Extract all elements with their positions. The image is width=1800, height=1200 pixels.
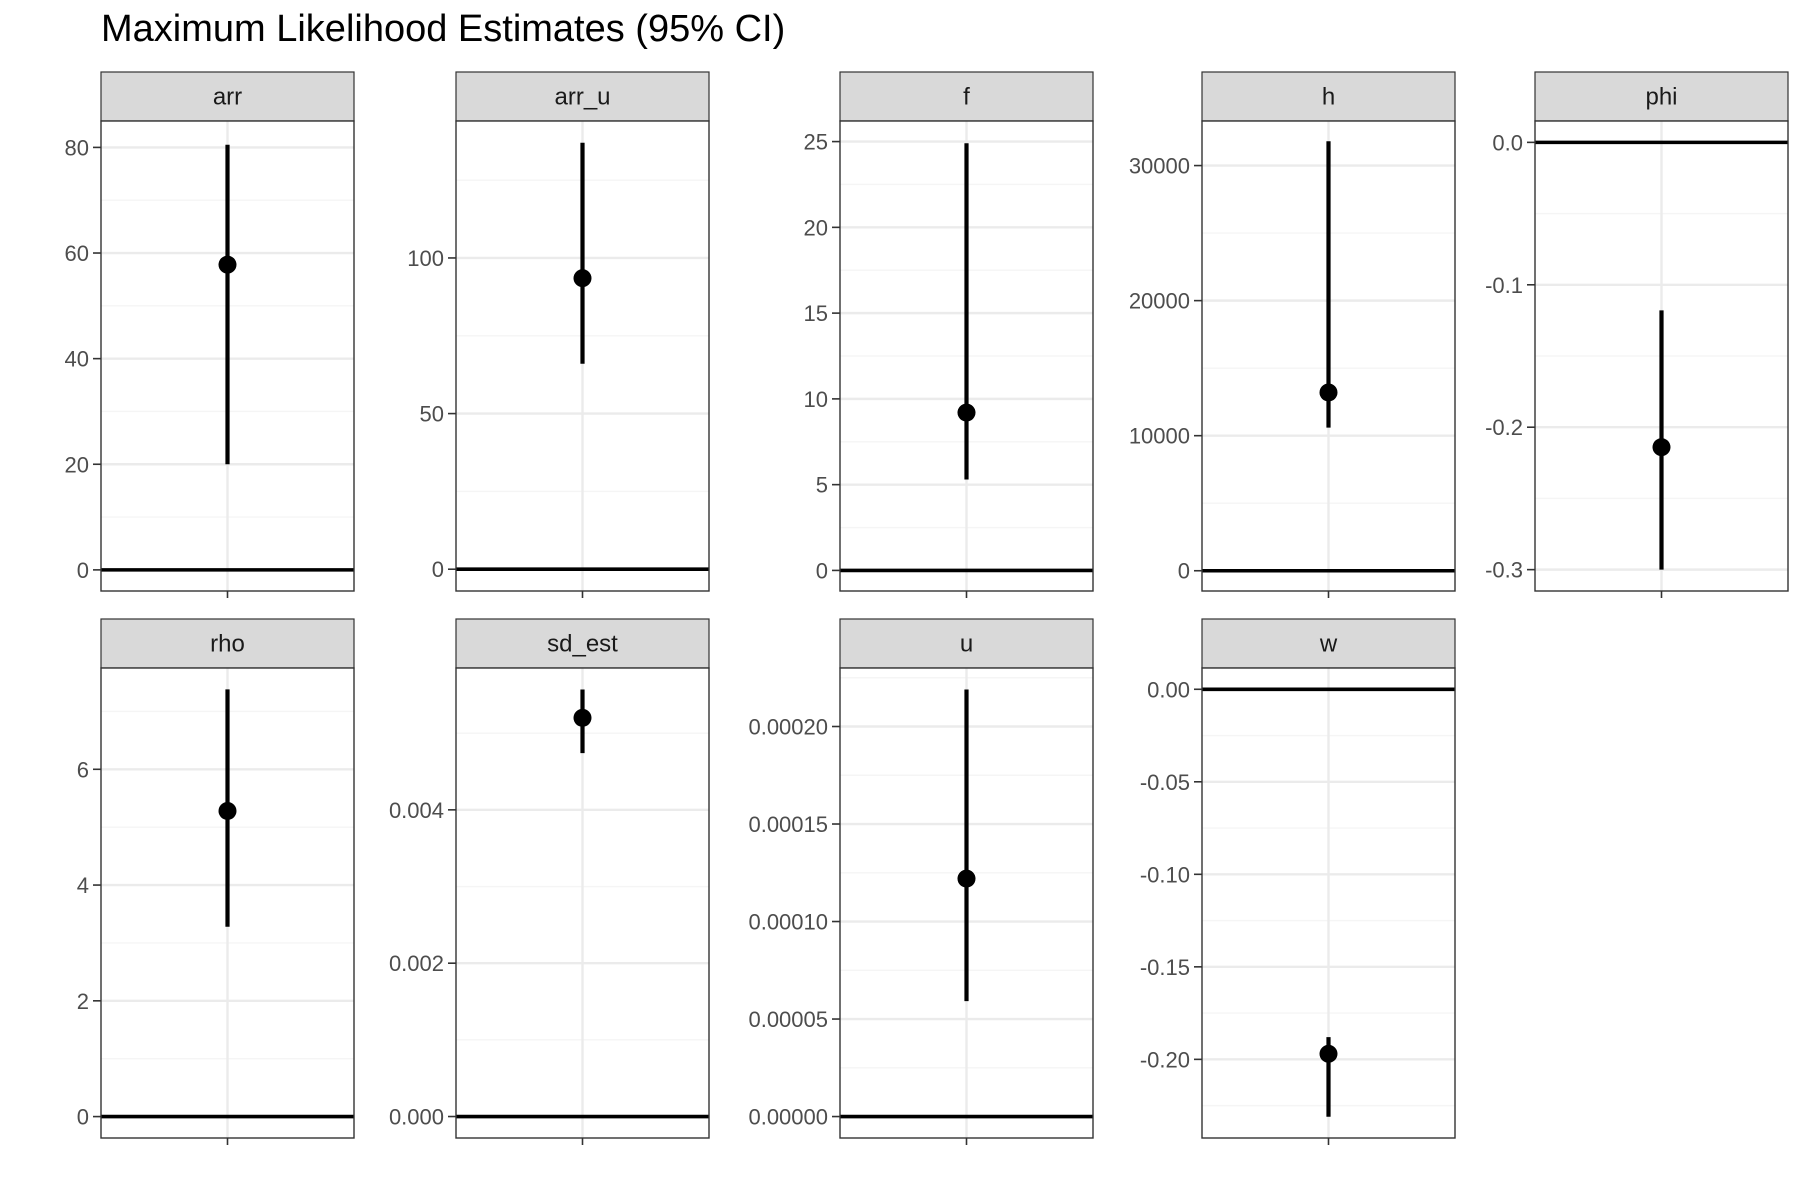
panel-w-y-tick-label: 0.00 xyxy=(1147,677,1190,702)
panel-w-strip-label: w xyxy=(1319,631,1338,658)
panel-w-y-tick-label: -0.20 xyxy=(1140,1047,1190,1072)
panel-f-estimate-point xyxy=(957,403,976,422)
panel-w-y-tick-label: -0.15 xyxy=(1140,955,1190,980)
panel-f-y-tick-label: 25 xyxy=(804,130,828,155)
panel-rho-y-tick-label: 0 xyxy=(77,1105,89,1130)
panel-f-y-tick-label: 15 xyxy=(804,301,828,326)
panel-sd-est-y-tick-label: 0.002 xyxy=(389,951,444,976)
panel-u-strip-label: u xyxy=(960,631,973,658)
panel-arr-estimate-point xyxy=(218,255,237,274)
panel-arr-strip xyxy=(100,71,355,122)
panel-h-y-tick-label: 20000 xyxy=(1129,289,1190,314)
panel-sd-est-y-tick-label: 0.004 xyxy=(389,798,444,823)
panel-phi-y-tick-label: -0.1 xyxy=(1485,273,1523,298)
panel-rho-estimate-point xyxy=(218,801,237,820)
panel-phi-estimate-point xyxy=(1652,438,1671,457)
panel-phi-y-tick-label: -0.3 xyxy=(1485,558,1523,583)
panel-f-strip xyxy=(839,71,1094,122)
panel-phi-strip xyxy=(1534,71,1789,122)
chart-title: Maximum Likelihood Estimates (95% CI) xyxy=(101,8,786,50)
panel-u-strip xyxy=(839,618,1094,669)
panel-arr-y-tick-label: 0 xyxy=(77,558,89,583)
panel-arr-strip-label: arr xyxy=(213,84,242,111)
panel-f-strip-label: f xyxy=(963,84,970,111)
panel-rho-strip-label: rho xyxy=(210,631,245,658)
panel-u-y-tick-label: 0.00000 xyxy=(748,1105,828,1130)
panel-phi-y-tick-label: -0.2 xyxy=(1485,415,1523,440)
panel-sd-est-y-tick-label: 0.000 xyxy=(389,1105,444,1130)
panel-w-y-tick-label: -0.05 xyxy=(1140,770,1190,795)
panel-h-y-tick-label: 10000 xyxy=(1129,424,1190,449)
panel-rho-y-tick-label: 2 xyxy=(77,989,89,1014)
panel-h-y-tick-label: 0 xyxy=(1178,559,1190,584)
panel-arr-u-y-tick-label: 100 xyxy=(407,246,444,271)
panel-sd-est-estimate-point xyxy=(573,708,592,727)
panel-f-y-tick-label: 0 xyxy=(816,558,828,583)
panel-phi-strip-label: phi xyxy=(1645,84,1677,111)
panel-rho-y-tick-label: 4 xyxy=(77,873,89,898)
panel-f-y-tick-label: 5 xyxy=(816,473,828,498)
panel-h-estimate-point xyxy=(1319,383,1338,402)
panel-arr-u-y-tick-label: 50 xyxy=(420,402,444,427)
panel-arr-y-tick-label: 60 xyxy=(65,241,89,266)
panel-u-y-tick-label: 0.00005 xyxy=(748,1007,828,1032)
panel-f-y-tick-label: 10 xyxy=(804,387,828,412)
panel-w-strip xyxy=(1201,618,1456,669)
panel-u-y-tick-label: 0.00020 xyxy=(748,715,828,740)
panel-sd-est-strip xyxy=(455,618,710,669)
panel-w-y-tick-label: -0.10 xyxy=(1140,862,1190,887)
panel-phi-y-tick-label: 0.0 xyxy=(1492,130,1523,155)
panel-w-estimate-point xyxy=(1319,1044,1338,1063)
panel-sd-est-strip-label: sd_est xyxy=(547,631,618,658)
panel-u-y-tick-label: 0.00015 xyxy=(748,812,828,837)
panel-arr-y-tick-label: 20 xyxy=(65,452,89,477)
panel-f-y-tick-label: 20 xyxy=(804,215,828,240)
panel-arr-y-tick-label: 40 xyxy=(65,347,89,372)
panel-arr-u-strip-label: arr_u xyxy=(554,84,610,111)
panel-arr-y-tick-label: 80 xyxy=(65,135,89,160)
panel-rho-y-tick-label: 6 xyxy=(77,757,89,782)
panel-h-strip-label: h xyxy=(1322,84,1335,111)
panel-u-y-tick-label: 0.00010 xyxy=(748,910,828,935)
panel-h-y-tick-label: 30000 xyxy=(1129,154,1190,179)
panel-arr-u-strip xyxy=(455,71,710,122)
panel-u-estimate-point xyxy=(957,869,976,888)
panel-arr-u-y-tick-label: 0 xyxy=(432,557,444,582)
panel-h-strip xyxy=(1201,71,1456,122)
panel-arr-u-estimate-point xyxy=(573,269,592,288)
